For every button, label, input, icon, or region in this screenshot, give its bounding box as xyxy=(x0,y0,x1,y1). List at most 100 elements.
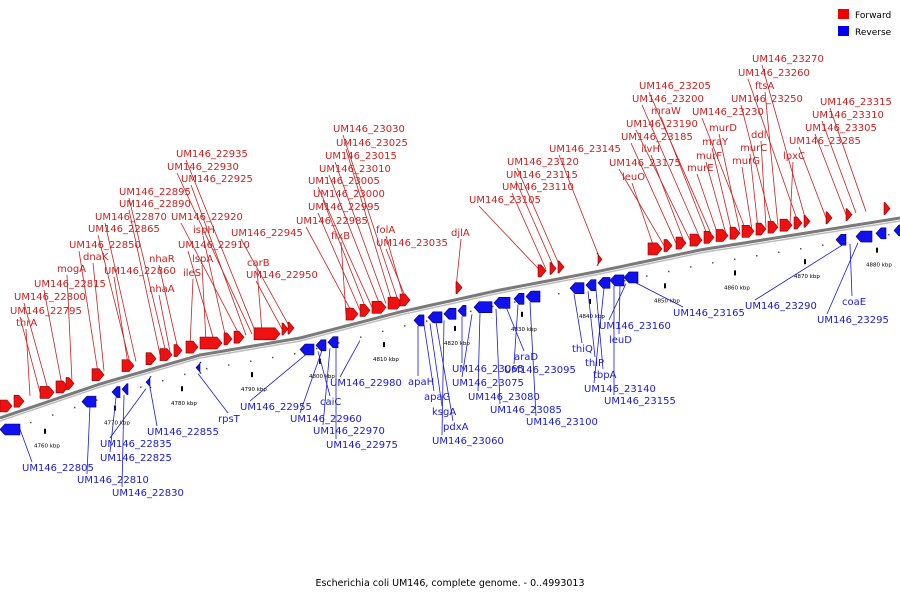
forward-gene-label: UM146_23025 xyxy=(336,138,408,149)
forward-gene xyxy=(39,386,55,399)
minor-tick xyxy=(74,406,76,409)
forward-gene xyxy=(281,322,289,336)
reverse-gene xyxy=(569,282,585,295)
reverse-gene-label: UM146_23075 xyxy=(452,378,524,389)
tick-label: 4760 kbp xyxy=(34,444,60,450)
forward-gene xyxy=(387,296,403,310)
forward-gene-label: UM146_22945 xyxy=(231,228,303,239)
tick-label: 4840 kbp xyxy=(579,314,605,320)
reverse-gene xyxy=(457,304,467,317)
forward-gene-label: UM146_23145 xyxy=(549,144,621,155)
forward-connector xyxy=(718,133,741,232)
forward-gene xyxy=(253,327,281,341)
legend-forward-label: Forward xyxy=(855,11,891,21)
label-connectors xyxy=(19,64,867,488)
reverse-connector xyxy=(441,320,445,436)
minor-tick xyxy=(888,233,890,236)
minor-tick xyxy=(96,399,98,401)
minor-tick xyxy=(184,373,186,376)
reverse-gene xyxy=(121,383,129,395)
tick-mark xyxy=(251,372,253,378)
forward-gene-label: djlA xyxy=(451,228,470,239)
tick-mark xyxy=(44,428,46,434)
forward-connector xyxy=(618,168,665,246)
reverse-gene xyxy=(315,339,327,352)
forward-gene xyxy=(755,222,767,236)
legend-reverse-swatch xyxy=(838,26,849,36)
reverse-gene xyxy=(111,386,121,398)
forward-gene-label: ispH xyxy=(193,225,215,236)
forward-connector xyxy=(764,91,779,226)
forward-gene-label: UM146_23260 xyxy=(738,68,810,79)
forward-connector xyxy=(25,328,31,396)
reverse-gene-label: ksgA xyxy=(432,407,456,418)
forward-gene-label: folA xyxy=(376,225,395,236)
reverse-gene-label: UM146_23165 xyxy=(673,308,745,319)
reverse-gene-label: tbpA xyxy=(593,370,617,381)
reverse-gene xyxy=(81,395,97,408)
reverse-gene-label: UM146_23085 xyxy=(490,405,562,416)
forward-connector xyxy=(317,186,373,308)
reverse-gene-label: UM146_22855 xyxy=(147,427,219,438)
minor-tick xyxy=(514,301,516,303)
reverse-gene-label: UM146_22970 xyxy=(313,426,385,437)
forward-connector xyxy=(641,104,701,239)
reverse-gene xyxy=(299,343,315,356)
forward-connector xyxy=(256,268,263,333)
minor-tick xyxy=(734,258,736,261)
reverse-gene-label: pdxA xyxy=(443,422,469,433)
forward-connector xyxy=(385,248,407,299)
reverse-gene xyxy=(585,279,597,291)
forward-connector xyxy=(696,173,719,236)
reverse-gene xyxy=(609,274,625,287)
forward-connector xyxy=(511,192,547,270)
reverse-gene xyxy=(623,271,639,284)
forward-gene-label: UM146_23250 xyxy=(731,94,803,105)
reverse-gene-label: UM146_23140 xyxy=(584,384,656,395)
minor-tick xyxy=(470,310,472,313)
forward-gene xyxy=(549,262,557,275)
forward-gene-label: UM146_23010 xyxy=(319,164,391,175)
forward-connector xyxy=(322,199,367,309)
minor-tick xyxy=(338,342,340,344)
forward-gene xyxy=(233,330,245,344)
reverse-gene-label: UM146_23080 xyxy=(468,392,540,403)
genome-axis xyxy=(0,216,900,422)
forward-gene-label: carB xyxy=(247,258,270,269)
forward-gene xyxy=(399,293,411,307)
minor-tick xyxy=(294,353,296,355)
reverse-connector xyxy=(633,281,684,308)
legend-reverse-label: Reverse xyxy=(855,28,892,38)
minor-tick xyxy=(316,347,318,350)
reverse-connector xyxy=(429,323,443,407)
reverse-gene xyxy=(493,297,511,309)
minor-tick xyxy=(690,266,692,268)
forward-gene-label: UM146_23035 xyxy=(376,238,448,249)
minor-tick xyxy=(756,255,758,257)
forward-gene-label: murG xyxy=(732,156,760,167)
forward-gene xyxy=(91,368,105,382)
reverse-connector xyxy=(121,395,125,488)
map-caption: Escherichia coli UM146, complete genome.… xyxy=(315,578,585,589)
reverse-gene xyxy=(525,290,541,303)
minor-tick xyxy=(360,336,362,338)
forward-gene-label: UM146_23310 xyxy=(812,110,884,121)
forward-connector xyxy=(747,78,799,223)
forward-gene-label: murF xyxy=(696,151,722,162)
forward-connector xyxy=(515,180,555,268)
tick-mark xyxy=(804,259,806,265)
reverse-gene xyxy=(473,301,493,314)
reverse-gene-label: leuD xyxy=(609,335,632,346)
forward-connector xyxy=(340,241,347,315)
reverse-connector xyxy=(86,405,91,475)
reverse-connector xyxy=(754,244,843,301)
forward-gene-label: UM146_23030 xyxy=(333,124,405,135)
reverse-gene xyxy=(0,423,21,436)
forward-connector xyxy=(92,262,105,371)
forward-gene xyxy=(675,236,687,250)
reverse-connector xyxy=(513,304,519,365)
forward-connector xyxy=(741,166,753,230)
forward-gene-label: murD xyxy=(709,123,737,134)
tick-mark xyxy=(521,311,523,317)
reverse-gene xyxy=(327,336,339,349)
